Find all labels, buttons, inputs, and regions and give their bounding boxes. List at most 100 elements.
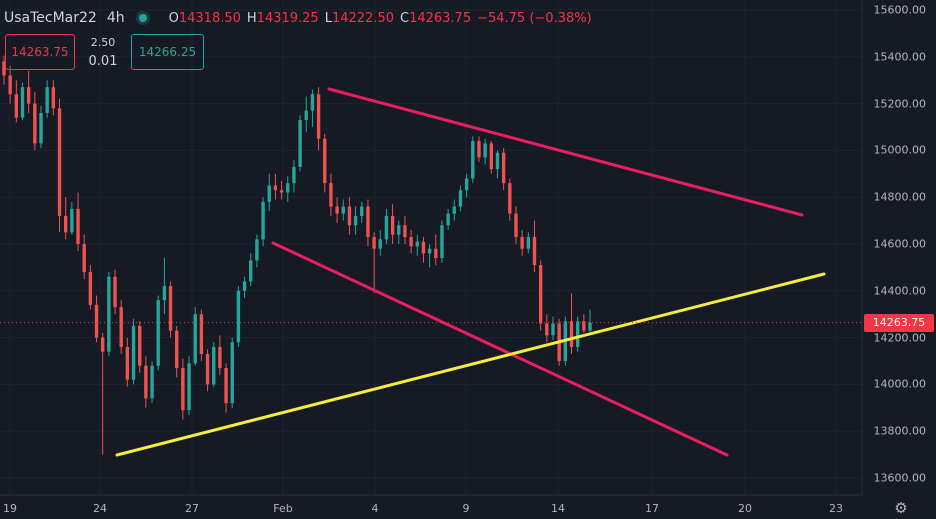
candle-body [508,183,512,214]
candle-body [57,108,62,216]
candle-body [569,321,574,347]
candle-body [26,87,31,104]
price-tick-label: 13600.00 [873,471,927,485]
high-value: 14319.25 [256,10,319,26]
candle-body [14,94,19,118]
candle-body [39,112,43,144]
candle-body [514,213,518,237]
candle-body [100,337,105,352]
candle-body [495,152,500,170]
trendlines[interactable] [115,87,826,457]
buy-button[interactable]: 14266.25 [131,34,204,70]
settings-gear-icon[interactable]: ⚙ [894,499,908,517]
candle-body [588,322,592,331]
candle-body [144,365,148,399]
candle-body [51,87,56,109]
candle-body [304,110,308,120]
candle-body [63,215,68,233]
candle-body [187,363,191,411]
candle-body [138,325,142,366]
sell-button[interactable]: 14263.75 [5,34,75,70]
spread-bottom: 0.01 [88,53,118,69]
candle-body [162,286,167,301]
candle-body [242,281,247,291]
date-tick-label: 4 [371,502,379,515]
candle-body [2,61,6,76]
candle-body [70,208,74,233]
candle-body [415,241,419,247]
candle-body [582,321,586,331]
candle-body [156,300,160,366]
symbol-name[interactable]: UsaTecMar22 [4,10,97,26]
candle-body [446,213,450,226]
candle-body [193,314,197,364]
candle-body [551,323,555,336]
candle-body [538,265,543,324]
candle-body [249,260,253,282]
candle-body [125,346,130,380]
price-tick-label: 14000.00 [873,377,927,391]
candle-body [255,239,259,261]
date-tick-label: 24 [93,502,107,515]
candle-body [489,143,494,170]
candle-body [236,290,241,343]
candle-body [471,141,475,179]
price-tick-label: 14800.00 [873,190,927,204]
close-label: C [399,10,410,26]
candle-body [199,314,204,354]
candle-body [267,185,271,202]
support-trendline[interactable] [115,272,826,457]
price-tick-label: 14600.00 [873,237,927,251]
candle-body [175,330,179,369]
date-tick-label: 14 [551,502,565,515]
candle-body [384,215,389,240]
candle-body [526,236,531,249]
candle-body [335,206,339,214]
candle-body [33,103,37,144]
candle-body [323,138,327,184]
channel-trendline[interactable] [327,87,804,217]
candle-body [501,152,506,184]
price-tick-label: 15600.00 [873,3,927,17]
channel-trendline[interactable] [271,241,729,457]
candle-body [298,119,302,167]
spread-top: 2.50 [90,35,116,49]
candle-body [94,304,99,338]
open-value: 14318.50 [178,10,241,26]
candle-body [458,190,463,207]
spread-display: 2.50 0.01 [75,34,131,70]
price-tick-label: 14400.00 [873,284,927,298]
candle-body [20,87,25,118]
candle-body [341,206,345,214]
candle-body [212,346,216,385]
candle-body [575,321,580,347]
candle-body [88,272,93,305]
candle-body [545,323,549,336]
candle-body [286,183,290,193]
candle-body [329,183,333,207]
candle-body [113,276,117,308]
date-tick-label: 27 [185,502,199,515]
candle-body [230,342,234,404]
timeframe-label[interactable]: 4h [106,10,125,26]
date-tick-label: 17 [645,502,659,515]
candle-body [82,244,86,273]
candle-body [273,185,278,191]
price-tick-label: 15400.00 [873,50,927,64]
grid [0,0,862,495]
candle-body [440,225,444,259]
candle-body [8,75,12,95]
candle-body [372,236,376,249]
low-value: 14222.50 [331,10,394,26]
open-label: O [168,10,179,26]
candle-body [181,368,185,411]
candle-body [150,365,154,399]
price-tick-label: 13800.00 [873,424,927,438]
candle-body [520,236,524,249]
date-tick-label: Feb [273,502,293,515]
candle-body [316,94,321,139]
status-dot-icon [138,14,147,22]
candle-body [378,239,382,249]
